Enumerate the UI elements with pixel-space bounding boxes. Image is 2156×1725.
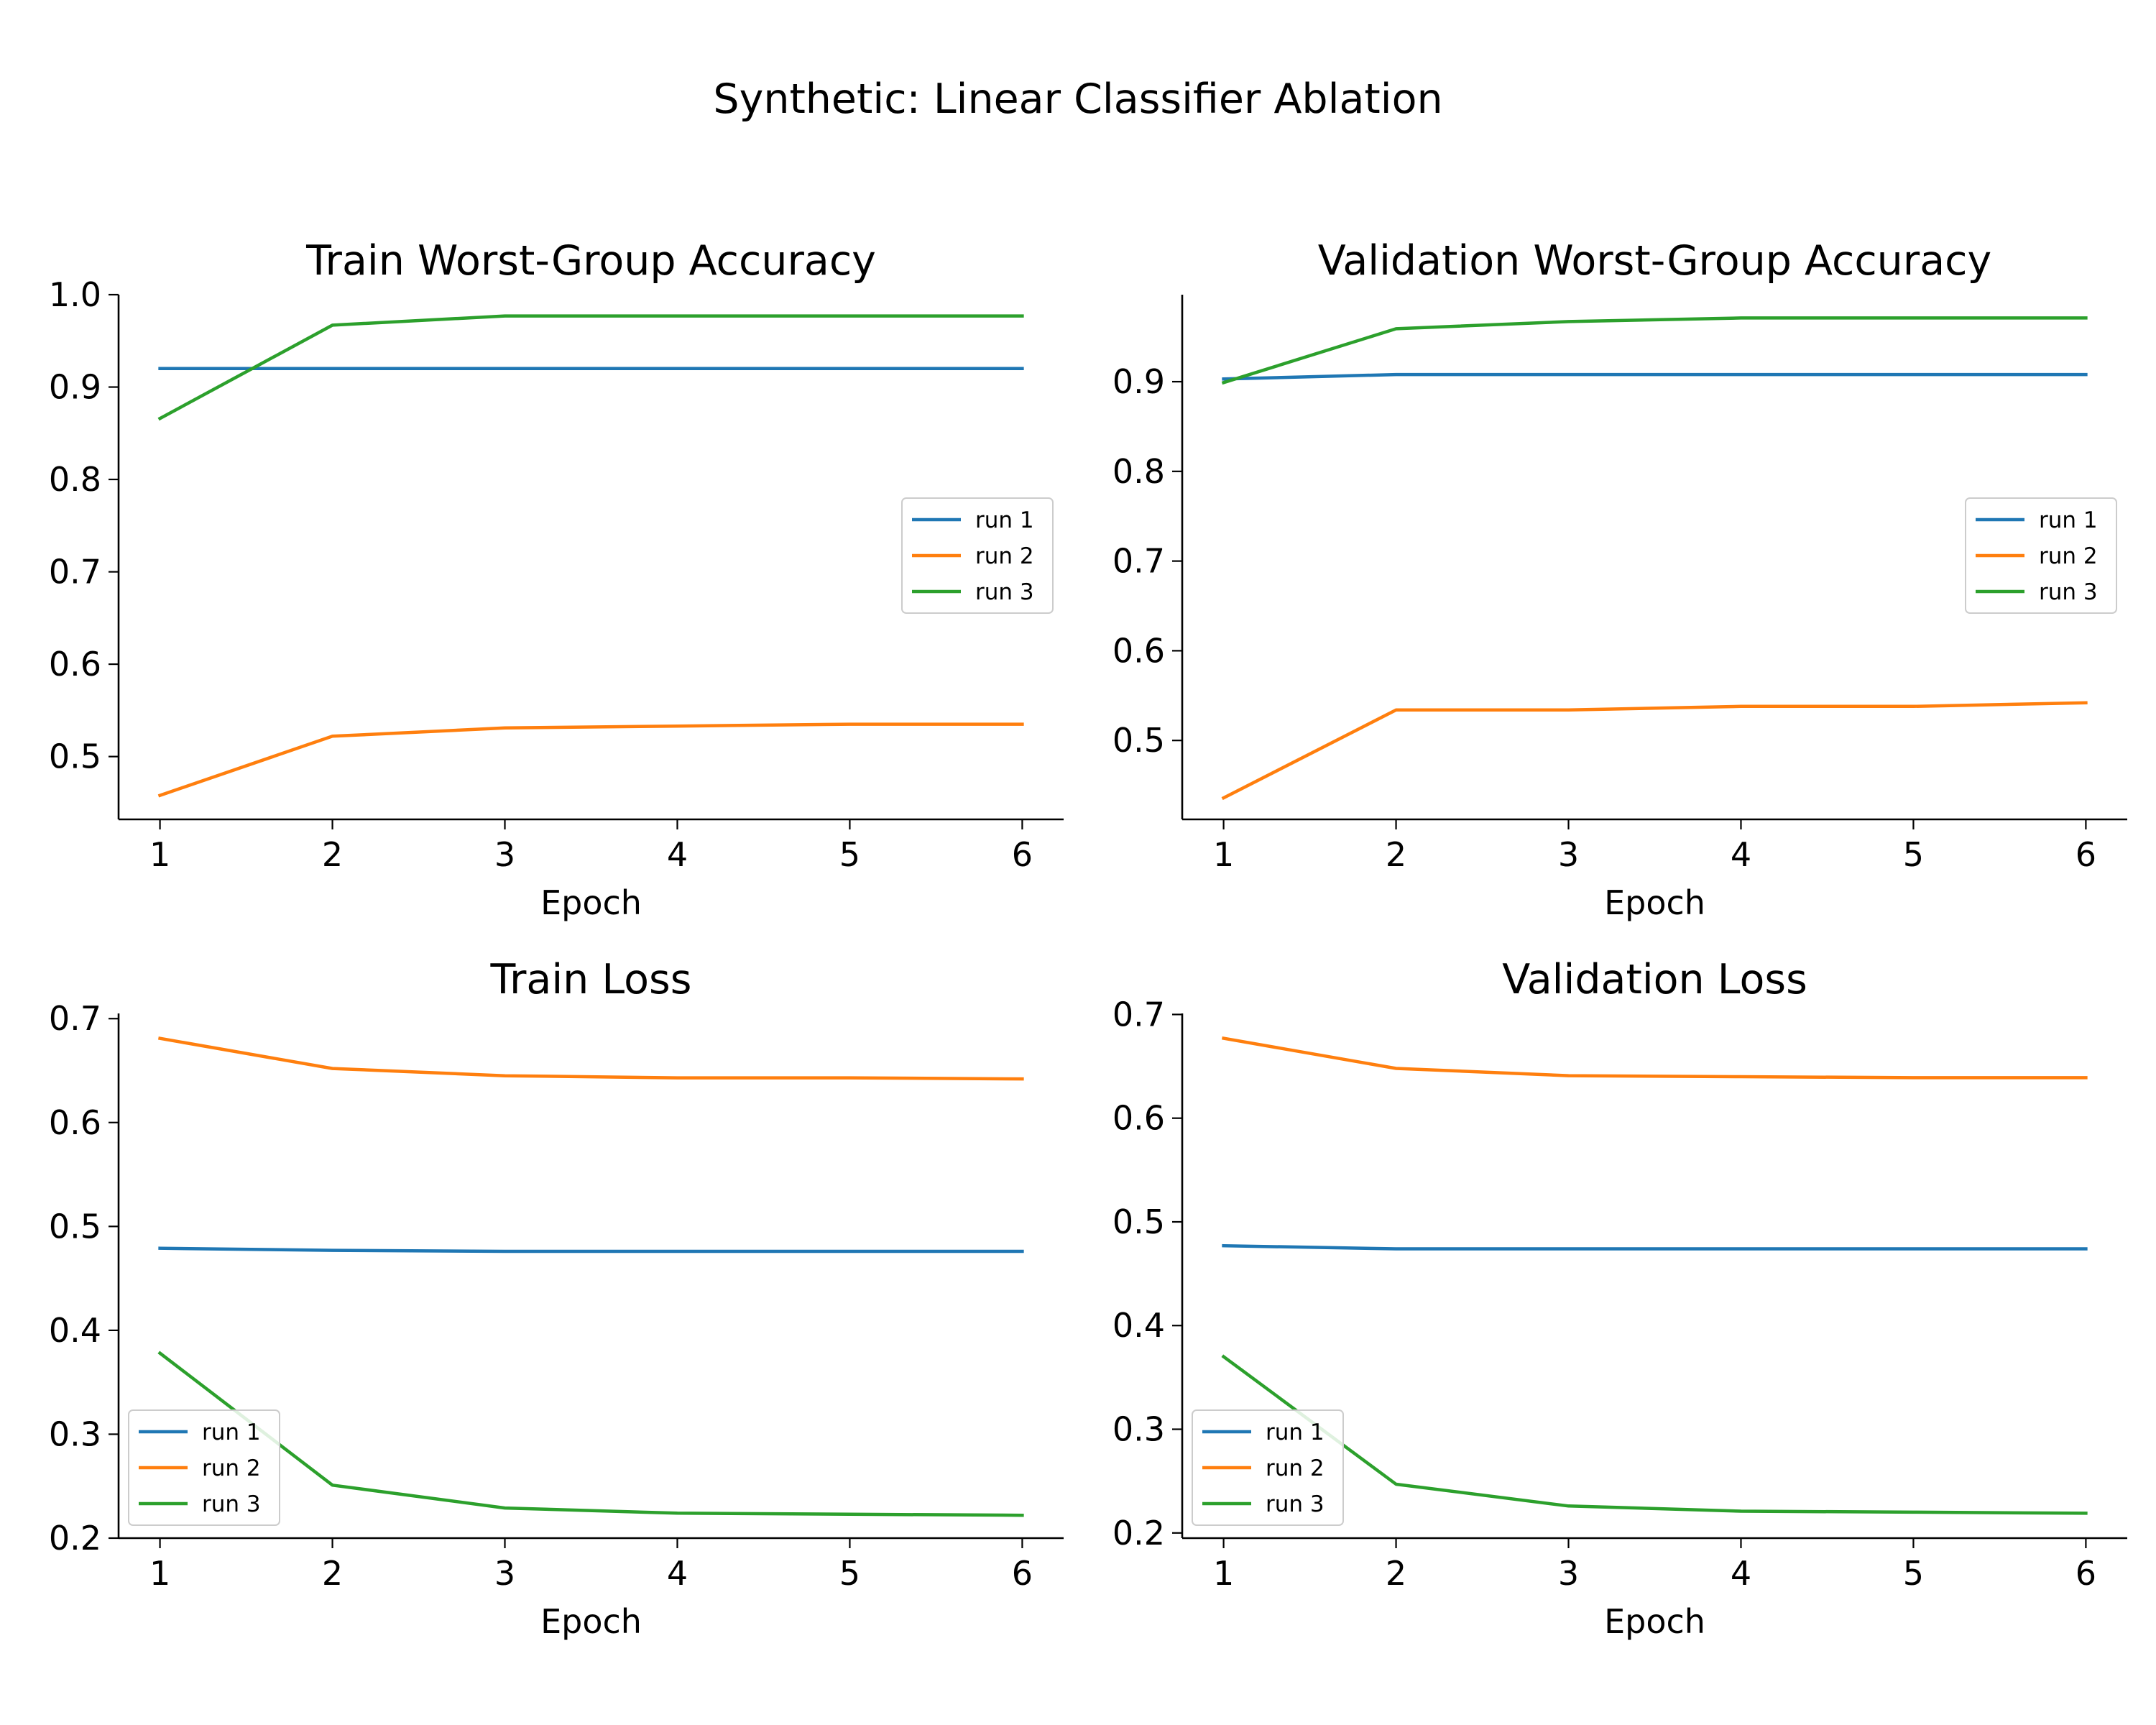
x-tick-label: 3 [1558, 1554, 1579, 1593]
series-line-run-2 [1221, 1036, 2088, 1080]
x-tick-label: 5 [839, 1554, 860, 1593]
y-tick-label: 0.5 [1112, 721, 1165, 760]
x-tick-label: 5 [839, 835, 860, 874]
legend-label-run-3: run 3 [202, 1491, 261, 1517]
legend-frame [128, 1409, 280, 1526]
series-line-run-2 [157, 1036, 1024, 1081]
y-tick-label: 1.0 [49, 275, 101, 314]
legend-label-run-2: run 2 [2039, 543, 2098, 569]
subplot-validation-worst-group-accuracy: Validation Worst-Group Accuracy 1 2 3 4 5 6 0.9… [1112, 237, 2127, 922]
series-line-run-2 [1221, 701, 2088, 801]
y-tick-label: 0.8 [1112, 452, 1165, 491]
series-line-run-1 [1222, 1243, 2088, 1251]
y-tick-label: 0.6 [1112, 631, 1165, 670]
legend-frame [1965, 497, 2117, 614]
y-tick-label: 0.2 [1112, 1514, 1165, 1552]
y-tick-label: 0.7 [1112, 995, 1165, 1034]
y-tick-label: 0.7 [49, 553, 101, 592]
legend-label-run-3: run 3 [975, 579, 1034, 605]
x-tick-label: 3 [494, 835, 515, 874]
y-tick-label: 0.5 [49, 737, 101, 776]
series-line-run-3 [1221, 1354, 2088, 1515]
x-axis-label: Epoch [1604, 883, 1705, 922]
y-tick-label: 0.8 [49, 460, 101, 499]
legend: run 1 run 2 run 3 [1965, 497, 2117, 614]
y-tick-label: 0.5 [49, 1207, 101, 1246]
x-tick-label: 2 [322, 835, 343, 874]
legend-label-run-3: run 3 [2039, 579, 2098, 605]
x-axis-label: Epoch [540, 1602, 642, 1641]
x-tick-label: 6 [2076, 835, 2096, 874]
legend-label-run-1: run 1 [975, 507, 1034, 533]
series-line-run-3 [1221, 316, 2088, 385]
y-tick-label: 0.3 [49, 1414, 101, 1453]
x-tick-label: 4 [1731, 1554, 1751, 1593]
series-line-run-3 [157, 1351, 1024, 1517]
y-tick-label: 0.7 [1112, 542, 1165, 581]
series-line-run-1 [158, 1246, 1024, 1254]
legend-label-run-1: run 1 [202, 1420, 261, 1445]
legend-frame [1192, 1409, 1344, 1526]
subplot-validation-loss: Validation Loss 1 2 3 4 5 6 0.7 0.6 0.5 0.4 0.3 0.2 E… [1112, 956, 2127, 1641]
y-tick-label: 0.3 [1112, 1410, 1165, 1449]
x-tick-label: 4 [667, 835, 688, 874]
y-tick-label: 0.2 [49, 1519, 101, 1558]
x-tick-label: 5 [1903, 835, 1924, 874]
y-tick-label: 0.5 [1112, 1202, 1165, 1241]
subplot-title: Train Loss [490, 956, 692, 1003]
subplot-title: Validation Worst-Group Accuracy [1318, 237, 1992, 285]
y-tick-label: 0.6 [1112, 1099, 1165, 1138]
x-tick-label: 2 [322, 1554, 343, 1593]
x-tick-label: 5 [1903, 1554, 1924, 1593]
y-tick-label: 0.9 [49, 368, 101, 407]
x-tick-label: 4 [667, 1554, 688, 1593]
y-tick-label: 0.4 [1112, 1306, 1165, 1345]
y-tick-label: 0.7 [49, 999, 101, 1038]
series-line-run-2 [157, 722, 1024, 798]
x-tick-label: 1 [1213, 1554, 1234, 1593]
subplot-train-worst-group-accuracy: Train Worst-Group Accuracy 1 2 3 4 5 6 1.0 0.9 0.… [49, 237, 1064, 922]
x-tick-label: 3 [494, 1554, 515, 1593]
y-tick-label: 0.6 [49, 645, 101, 684]
series-line-run-1 [1222, 372, 2088, 381]
series-line-run-3 [157, 314, 1024, 421]
subplot-title: Validation Loss [1502, 956, 1807, 1003]
legend-label-run-1: run 1 [2039, 507, 2098, 533]
x-tick-label: 1 [1213, 835, 1234, 874]
x-tick-label: 6 [1012, 835, 1033, 874]
y-tick-label: 0.9 [1112, 362, 1165, 401]
x-tick-label: 6 [2076, 1554, 2096, 1593]
x-tick-label: 1 [149, 835, 170, 874]
y-tick-label: 0.4 [49, 1311, 101, 1350]
x-tick-label: 3 [1558, 835, 1579, 874]
legend: run 1 run 2 run 3 [128, 1409, 280, 1526]
x-tick-label: 2 [1386, 835, 1406, 874]
y-tick-label: 0.6 [49, 1103, 101, 1142]
legend: run 1 run 2 run 3 [901, 497, 1054, 614]
x-axis-label: Epoch [1604, 1602, 1705, 1641]
legend-label-run-2: run 2 [202, 1455, 261, 1481]
x-axis-label: Epoch [540, 883, 642, 922]
subplot-train-loss: Train Loss 1 2 3 4 5 6 0.7 0.6 0.5 0.4 0.3 0.2 Epoch r… [49, 956, 1064, 1641]
legend-frame [901, 497, 1054, 614]
legend-label-run-2: run 2 [1266, 1455, 1325, 1481]
x-tick-label: 6 [1012, 1554, 1033, 1593]
subplot-title: Train Worst-Group Accuracy [305, 237, 876, 285]
legend-label-run-2: run 2 [975, 543, 1034, 569]
x-tick-label: 2 [1386, 1554, 1406, 1593]
x-tick-label: 4 [1731, 835, 1751, 874]
legend-label-run-1: run 1 [1266, 1420, 1325, 1445]
x-tick-label: 1 [149, 1554, 170, 1593]
legend: run 1 run 2 run 3 [1192, 1409, 1344, 1526]
figure-suptitle: Synthetic: Linear Classifier Ablation [713, 75, 1443, 123]
legend-label-run-3: run 3 [1266, 1491, 1325, 1517]
